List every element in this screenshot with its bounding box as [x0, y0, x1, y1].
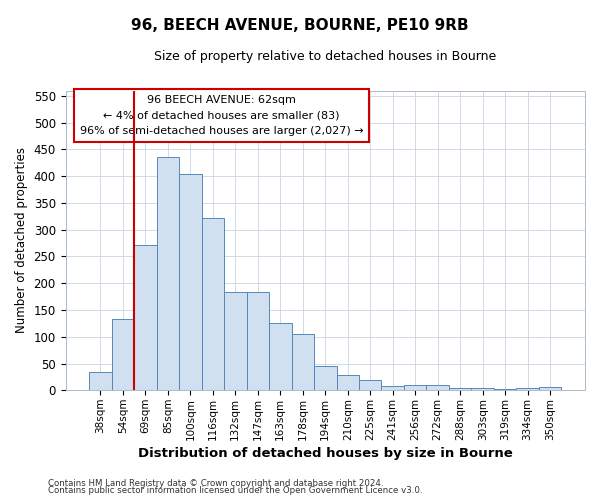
Text: Contains public sector information licensed under the Open Government Licence v3: Contains public sector information licen…	[48, 486, 422, 495]
Bar	[382, 386, 404, 390]
Bar	[224, 292, 247, 390]
Bar	[449, 388, 472, 390]
Y-axis label: Number of detached properties: Number of detached properties	[15, 148, 28, 334]
Bar	[112, 319, 134, 390]
X-axis label: Distribution of detached houses by size in Bourne: Distribution of detached houses by size …	[138, 447, 512, 460]
Bar	[314, 366, 337, 390]
Text: 96, BEECH AVENUE, BOURNE, PE10 9RB: 96, BEECH AVENUE, BOURNE, PE10 9RB	[131, 18, 469, 32]
Text: Contains HM Land Registry data © Crown copyright and database right 2024.: Contains HM Land Registry data © Crown c…	[48, 478, 383, 488]
Bar	[269, 323, 292, 390]
Bar	[179, 174, 202, 390]
Bar	[427, 385, 449, 390]
Bar	[517, 388, 539, 390]
Bar	[89, 372, 112, 390]
Bar	[472, 388, 494, 390]
Bar	[404, 385, 427, 390]
Bar	[539, 387, 562, 390]
Bar	[494, 388, 517, 390]
Bar	[359, 380, 382, 390]
Bar	[157, 158, 179, 390]
Bar	[247, 292, 269, 390]
Title: Size of property relative to detached houses in Bourne: Size of property relative to detached ho…	[154, 50, 496, 63]
Bar	[292, 334, 314, 390]
Text: 96 BEECH AVENUE: 62sqm
← 4% of detached houses are smaller (83)
96% of semi-deta: 96 BEECH AVENUE: 62sqm ← 4% of detached …	[80, 95, 363, 136]
Bar	[134, 244, 157, 390]
Bar	[202, 218, 224, 390]
Bar	[337, 375, 359, 390]
